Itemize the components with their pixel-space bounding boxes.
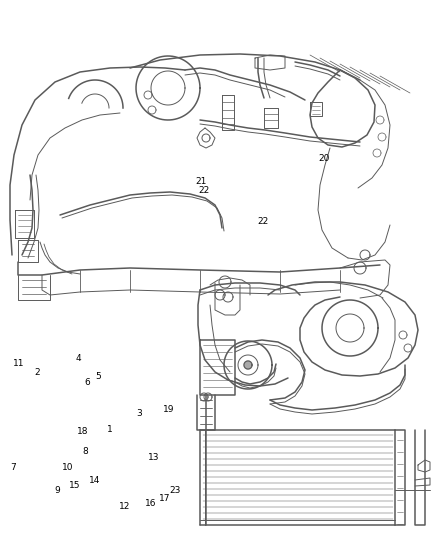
Text: 16: 16	[145, 499, 157, 508]
Text: 6: 6	[85, 378, 91, 387]
Text: 7: 7	[10, 464, 16, 472]
Text: 13: 13	[148, 453, 160, 462]
Text: 22: 22	[257, 217, 268, 225]
Text: 9: 9	[54, 486, 60, 495]
Text: 3: 3	[136, 409, 142, 417]
Text: 14: 14	[88, 477, 100, 485]
Text: 5: 5	[95, 372, 102, 381]
Text: 10: 10	[62, 464, 74, 472]
Polygon shape	[244, 361, 252, 369]
Text: 21: 21	[195, 177, 206, 185]
Text: 4: 4	[75, 354, 81, 362]
Text: 11: 11	[13, 359, 24, 368]
Text: 19: 19	[163, 405, 174, 414]
Text: 15: 15	[69, 481, 80, 489]
Text: 8: 8	[82, 448, 88, 456]
Text: 12: 12	[119, 502, 131, 511]
Text: 18: 18	[77, 427, 88, 436]
Text: 1: 1	[106, 425, 113, 433]
Text: 2: 2	[35, 368, 40, 376]
Text: 20: 20	[318, 155, 330, 163]
Text: 23: 23	[170, 486, 181, 495]
Text: 22: 22	[198, 187, 209, 195]
Text: 17: 17	[159, 494, 170, 503]
